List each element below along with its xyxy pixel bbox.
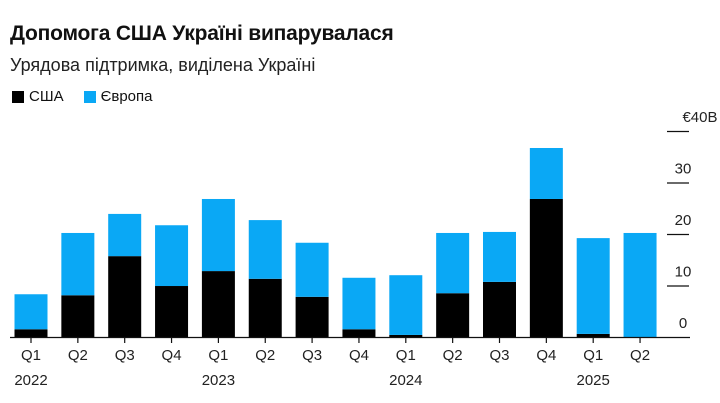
- bar-europe: [14, 294, 48, 330]
- x-tick-label: Q1: [21, 347, 41, 364]
- chart-title: Допомога США Україні випарувалася: [10, 22, 394, 45]
- bar-usa: [155, 286, 189, 337]
- x-tick-label: Q1: [208, 347, 228, 364]
- x-tick-label: Q2: [255, 347, 275, 364]
- x-tick-label: Q1: [583, 347, 603, 364]
- x-tick-label: Q2: [630, 347, 650, 364]
- bar-usa: [108, 256, 142, 337]
- bar-usa: [483, 281, 516, 337]
- bar-usa: [14, 329, 48, 337]
- x-year-label: 2023: [202, 372, 235, 389]
- bar-usa: [61, 295, 95, 337]
- bar-usa: [389, 334, 423, 337]
- bar-usa: [529, 198, 563, 337]
- legend-label-europe: Європа: [100, 88, 153, 105]
- legend-item-europe: Європа: [83, 88, 153, 105]
- bar-europe: [108, 213, 142, 257]
- legend: США Європа: [12, 88, 167, 105]
- bar-europe: [201, 198, 235, 272]
- bar-usa: [295, 296, 329, 337]
- x-year-label: 2024: [389, 372, 422, 389]
- bar-europe: [61, 232, 95, 296]
- legend-label-usa: США: [29, 88, 64, 105]
- bar-europe: [483, 231, 516, 282]
- x-tick-label: Q1: [396, 347, 416, 364]
- x-tick-label: Q4: [162, 347, 182, 364]
- legend-swatch-usa: [12, 90, 24, 103]
- x-tick-label: Q3: [115, 347, 135, 364]
- bar-europe: [155, 225, 189, 287]
- bar-usa: [576, 333, 610, 337]
- x-year-label: 2022: [14, 372, 47, 389]
- x-tick-label: Q2: [68, 347, 88, 364]
- bar-europe: [529, 147, 563, 199]
- bar-europe: [248, 220, 282, 279]
- bar-usa: [342, 329, 376, 337]
- bar-usa: [248, 278, 282, 337]
- x-year-label: 2025: [577, 372, 610, 389]
- y-tick-label: 20: [675, 212, 692, 229]
- x-tick-label: Q4: [536, 347, 556, 364]
- x-tick-label: Q3: [489, 347, 509, 364]
- bar-europe: [436, 232, 470, 294]
- y-tick-label: 10: [675, 264, 692, 281]
- legend-swatch-europe: [83, 90, 96, 103]
- bar-europe: [576, 238, 610, 334]
- chart-subtitle: Урядова підтримка, виділена Україні: [10, 55, 316, 75]
- y-tick-label: 30: [675, 161, 692, 178]
- bar-europe: [623, 232, 657, 337]
- legend-item-usa: США: [12, 88, 64, 105]
- y-tick-label: 0: [679, 315, 687, 332]
- x-tick-label: Q3: [302, 347, 322, 364]
- y-tick-label: €40B: [682, 109, 717, 126]
- bar-europe: [295, 242, 329, 297]
- bar-usa: [201, 271, 235, 337]
- x-tick-label: Q2: [443, 347, 463, 364]
- bar-europe: [342, 277, 376, 330]
- x-tick-label: Q4: [349, 347, 369, 364]
- bar-usa: [436, 293, 470, 337]
- bar-europe: [389, 275, 423, 335]
